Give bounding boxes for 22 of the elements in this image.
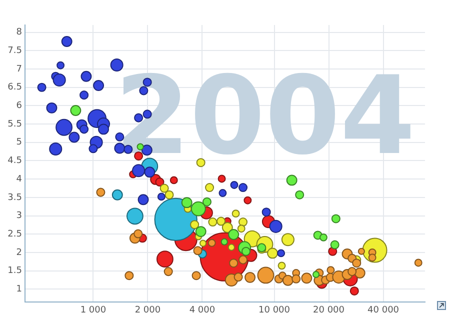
y-tick-label: 7.5 [8,46,22,56]
y-tick-label: 4 [16,174,22,184]
x-tick-label: 1 000 [80,306,106,316]
y-tick-label: 1 [16,284,22,295]
x-tick-label: 20 000 [313,306,345,316]
x-tick-label: 10 000 [258,306,290,316]
y-tick-label: 5 [16,138,22,148]
y-tick-label: 4.5 [8,156,22,166]
y-tick-label: 6.5 [8,82,22,93]
y-tick-label: 3.5 [8,192,22,203]
annotation: 2004 [114,54,416,179]
y-tick-label: 2.5 [8,229,22,240]
y-tick-label: 6 [16,101,22,112]
x-tick-label: 40 000 [368,306,400,316]
y-tick-label: 2 [16,248,22,258]
y-tick-label: 8 [16,28,22,38]
x-tick-label: 4 000 [189,306,216,316]
x-tick-label: 2 000 [134,306,161,316]
y-tick-label: 1.5 [8,266,22,276]
y-tick-label: 5.5 [8,119,22,130]
y-tick-label: 3 [16,211,22,222]
y-tick-label: 7 [16,64,22,74]
